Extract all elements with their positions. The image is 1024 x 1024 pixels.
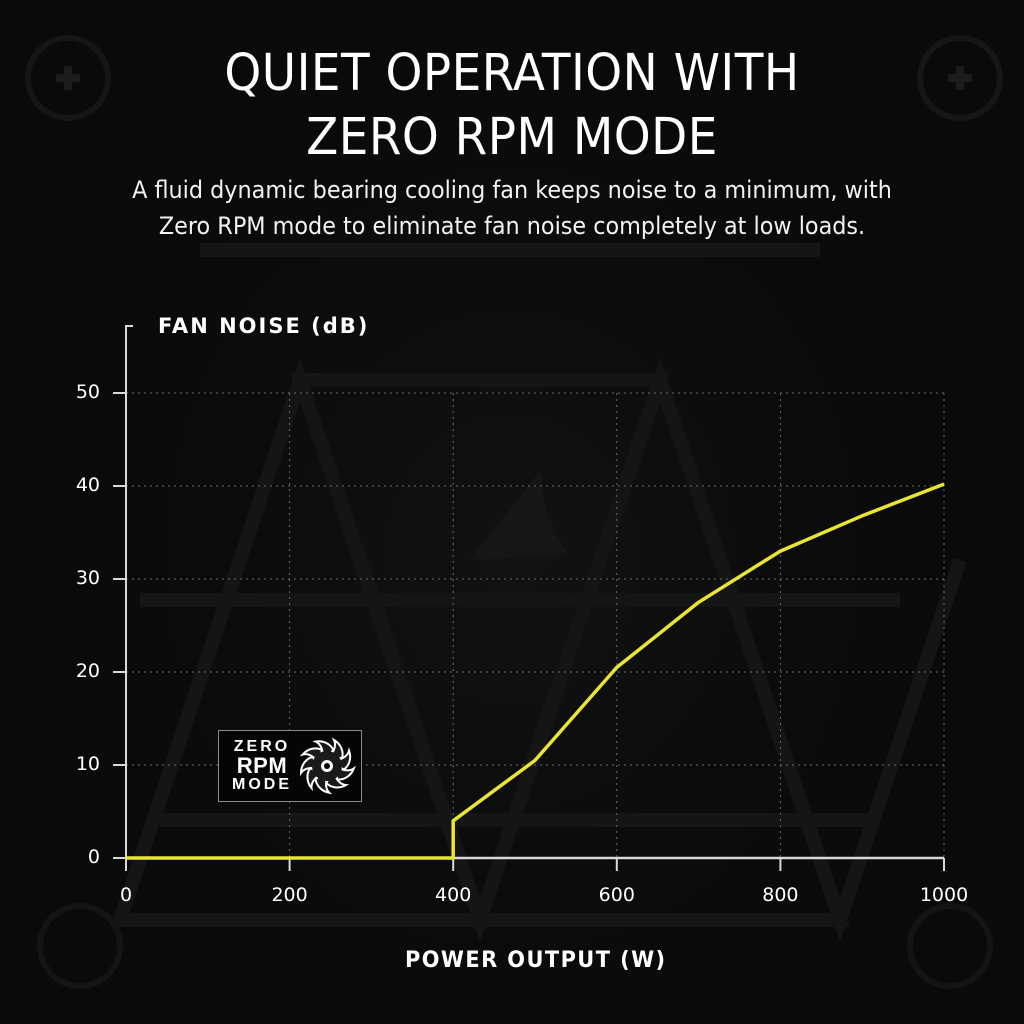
x-tick-label: 400 bbox=[435, 884, 472, 906]
y-tick-label: 10 bbox=[75, 753, 100, 775]
screw-bottom-right bbox=[907, 903, 993, 989]
y-tick-label: 0 bbox=[87, 846, 100, 868]
x-tick-label: 200 bbox=[271, 884, 308, 906]
zero-rpm-mode-badge: ZERO RPM MODE bbox=[218, 730, 362, 802]
x-axis-title: POWER OUTPUT (W) bbox=[404, 948, 667, 973]
title-line-1: QUIET OPERATION WITH bbox=[224, 44, 800, 103]
chart-grid bbox=[126, 392, 945, 858]
title-line-2: ZERO RPM MODE bbox=[306, 108, 718, 167]
subtitle-line-2: Zero RPM mode to eliminate fan noise com… bbox=[158, 212, 866, 240]
page-title: QUIET OPERATION WITH ZERO RPM MODE bbox=[41, 42, 983, 170]
fan-noise-line bbox=[126, 482, 945, 860]
badge-line-mode: MODE bbox=[232, 776, 292, 793]
page-subtitle: A fluid dynamic bearing cooling fan keep… bbox=[36, 172, 988, 244]
screw-top-left bbox=[25, 35, 111, 121]
y-tick-label: 40 bbox=[75, 474, 100, 496]
y-tick-label: 50 bbox=[75, 381, 100, 403]
x-tick-label: 1000 bbox=[919, 884, 969, 906]
screw-top-right bbox=[917, 35, 1003, 121]
badge-line-rpm: RPM bbox=[236, 753, 288, 778]
y-tick-label: 20 bbox=[75, 660, 100, 682]
y-axis-title: FAN NOISE (dB) bbox=[158, 314, 370, 338]
x-tick-label: 800 bbox=[762, 884, 799, 906]
x-tick-label: 0 bbox=[119, 884, 133, 906]
badge-text: ZERO RPM MODE bbox=[227, 737, 297, 794]
x-tick-label: 600 bbox=[598, 884, 635, 906]
subtitle-line-1: A fluid dynamic bearing cooling fan keep… bbox=[132, 176, 892, 204]
fan-icon bbox=[299, 737, 356, 795]
y-tick-label: 30 bbox=[75, 567, 100, 589]
badge-line-zero: ZERO bbox=[233, 738, 291, 755]
screw-bottom-left bbox=[37, 903, 123, 989]
corsair-sails-logo bbox=[470, 470, 570, 560]
